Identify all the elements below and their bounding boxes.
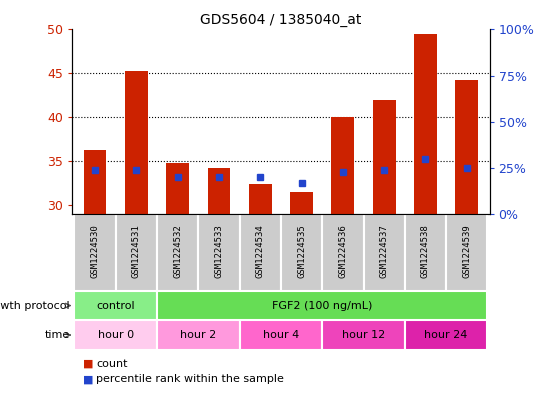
Bar	[414, 34, 437, 214]
Text: GSM1224533: GSM1224533	[215, 224, 224, 278]
Bar	[446, 214, 487, 291]
Bar	[157, 214, 198, 291]
Text: control: control	[96, 301, 135, 310]
Bar	[240, 214, 281, 291]
Text: time: time	[44, 330, 70, 340]
Bar	[240, 320, 322, 350]
Bar	[116, 214, 157, 291]
Text: hour 24: hour 24	[424, 330, 468, 340]
Text: GSM1224537: GSM1224537	[380, 224, 388, 278]
Text: ■: ■	[83, 358, 94, 369]
Text: count: count	[96, 358, 128, 369]
Bar	[74, 291, 157, 320]
Bar	[405, 214, 446, 291]
Bar	[405, 320, 487, 350]
Bar	[166, 163, 189, 214]
Text: GSM1224534: GSM1224534	[256, 224, 265, 278]
Title: GDS5604 / 1385040_at: GDS5604 / 1385040_at	[200, 13, 362, 27]
Text: GSM1224531: GSM1224531	[132, 224, 141, 278]
Text: percentile rank within the sample: percentile rank within the sample	[96, 374, 284, 384]
Text: GSM1224535: GSM1224535	[297, 224, 306, 278]
Text: GSM1224538: GSM1224538	[421, 224, 430, 278]
Text: GSM1224539: GSM1224539	[462, 224, 471, 278]
Text: hour 12: hour 12	[342, 330, 385, 340]
Text: ■: ■	[83, 374, 94, 384]
Text: FGF2 (100 ng/mL): FGF2 (100 ng/mL)	[272, 301, 372, 310]
Bar	[455, 81, 478, 214]
Bar	[373, 100, 395, 214]
Text: GSM1224532: GSM1224532	[173, 224, 182, 278]
Bar	[290, 192, 313, 214]
Bar	[208, 167, 230, 214]
Text: GSM1224536: GSM1224536	[338, 224, 347, 278]
Text: hour 4: hour 4	[263, 330, 299, 340]
Text: hour 2: hour 2	[180, 330, 216, 340]
Bar	[157, 291, 487, 320]
Bar	[74, 320, 157, 350]
Bar	[363, 214, 405, 291]
Bar	[249, 184, 272, 214]
Bar	[332, 117, 354, 214]
Bar	[322, 214, 363, 291]
Bar	[281, 214, 322, 291]
Text: hour 0: hour 0	[97, 330, 134, 340]
Text: GSM1224530: GSM1224530	[90, 224, 100, 278]
Bar	[74, 214, 116, 291]
Bar	[125, 71, 148, 214]
Bar	[83, 150, 106, 214]
Bar	[157, 320, 240, 350]
Text: growth protocol: growth protocol	[0, 301, 70, 310]
Bar	[198, 214, 240, 291]
Bar	[322, 320, 405, 350]
